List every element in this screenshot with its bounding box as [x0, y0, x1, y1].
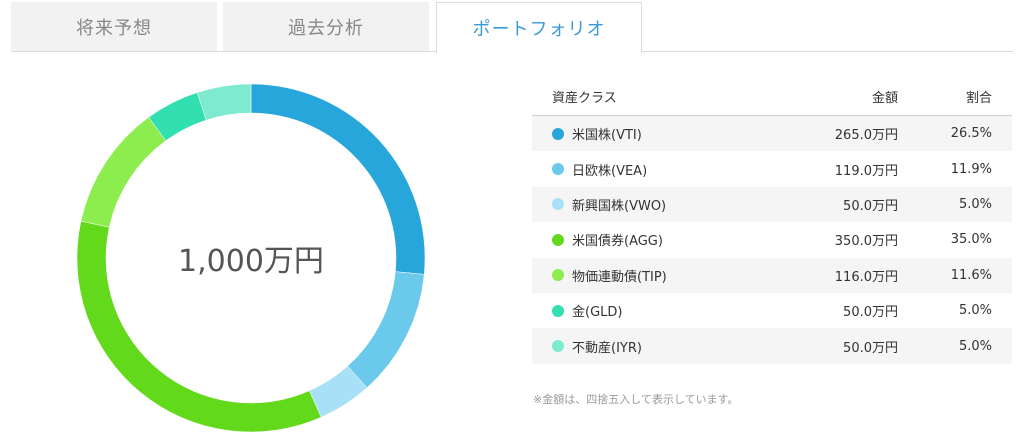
- donut-slice: [196, 83, 252, 121]
- donut-slice: [347, 271, 425, 389]
- asset-ratio: 11.9%: [950, 161, 992, 177]
- table-row: 米国株(VTI) 265.0万円 26.5%: [532, 116, 1012, 152]
- asset-amount: 50.0万円: [843, 340, 898, 356]
- header-asset-class: 資産クラス: [552, 91, 617, 106]
- donut-slice: [80, 116, 167, 228]
- asset-ratio: 11.6%: [950, 267, 992, 283]
- tab-future-forecast[interactable]: 将来予想: [11, 2, 217, 51]
- asset-allocation-table: 資産クラス 金額 割合 米国株(VTI) 265.0万円 26.5% 日欧株(VEA)…: [532, 78, 1012, 364]
- table-row: 物価連動債(TIP) 116.0万円 11.6%: [532, 257, 1012, 293]
- legend-color-dot: [552, 269, 564, 282]
- asset-name: 新興国株(VWO): [572, 198, 667, 214]
- donut-slice: [76, 220, 322, 433]
- legend-color-dot: [552, 163, 564, 176]
- asset-name-cell: 新興国株(VWO): [532, 195, 808, 214]
- asset-name-cell: 米国株(VTI): [532, 124, 808, 143]
- asset-name-cell: 物価連動債(TIP): [532, 266, 808, 285]
- tab-portfolio[interactable]: ポートフォリオ: [436, 2, 642, 53]
- asset-name-cell: 米国債券(AGG): [532, 230, 808, 249]
- asset-name-cell: 不動産(IYR): [532, 337, 808, 356]
- asset-name-cell: 金(GLD): [532, 301, 808, 320]
- asset-ratio: 5.0%: [958, 196, 992, 212]
- asset-ratio: 26.5%: [950, 126, 992, 142]
- table-row: 不動産(IYR) 50.0万円 5.0%: [532, 328, 1012, 364]
- donut-slice: [250, 83, 426, 275]
- asset-name: 日欧株(VEA): [572, 163, 648, 179]
- tab-past-analysis[interactable]: 過去分析: [223, 2, 429, 51]
- asset-amount: 50.0万円: [843, 198, 898, 214]
- asset-name: 金(GLD): [572, 305, 623, 321]
- asset-amount: 116.0万円: [834, 269, 898, 285]
- asset-name: 米国株(VTI): [572, 128, 642, 144]
- legend-color-dot: [552, 304, 564, 317]
- legend-color-dot: [552, 127, 564, 140]
- table-header: 資産クラス 金額 割合: [532, 78, 1012, 116]
- header-amount: 金額: [871, 91, 898, 106]
- table-row: 米国債券(AGG) 350.0万円 35.0%: [532, 222, 1012, 257]
- table-row: 金(GLD) 50.0万円 5.0%: [532, 293, 1012, 328]
- asset-amount: 350.0万円: [834, 234, 898, 250]
- header-ratio: 割合: [965, 91, 992, 106]
- asset-amount: 265.0万円: [834, 128, 898, 144]
- asset-amount: 50.0万円: [843, 305, 898, 321]
- asset-name: 物価連動債(TIP): [572, 269, 667, 285]
- legend-color-dot: [552, 340, 564, 353]
- asset-name: 不動産(IYR): [572, 340, 642, 356]
- asset-ratio: 5.0%: [958, 338, 992, 354]
- asset-ratio: 35.0%: [950, 232, 992, 248]
- tab-bar: 将来予想 過去分析 ポートフォリオ: [11, 0, 1013, 53]
- asset-ratio: 5.0%: [958, 303, 992, 319]
- footnote: ※金額は、四捨五入して表示しています。: [533, 393, 739, 406]
- portfolio-donut-chart: 1,000万円: [75, 82, 427, 434]
- table-row: 日欧株(VEA) 119.0万円 11.9%: [532, 151, 1012, 186]
- asset-amount: 119.0万円: [834, 163, 898, 179]
- legend-color-dot: [552, 233, 564, 246]
- table-body: 米国株(VTI) 265.0万円 26.5% 日欧株(VEA) 119.0万円 11.9%…: [532, 116, 1012, 364]
- table-row: 新興国株(VWO) 50.0万円 5.0%: [532, 186, 1012, 223]
- legend-color-dot: [552, 198, 564, 211]
- asset-name: 米国債券(AGG): [572, 234, 663, 250]
- donut-svg: [76, 83, 426, 433]
- asset-name-cell: 日欧株(VEA): [532, 160, 808, 179]
